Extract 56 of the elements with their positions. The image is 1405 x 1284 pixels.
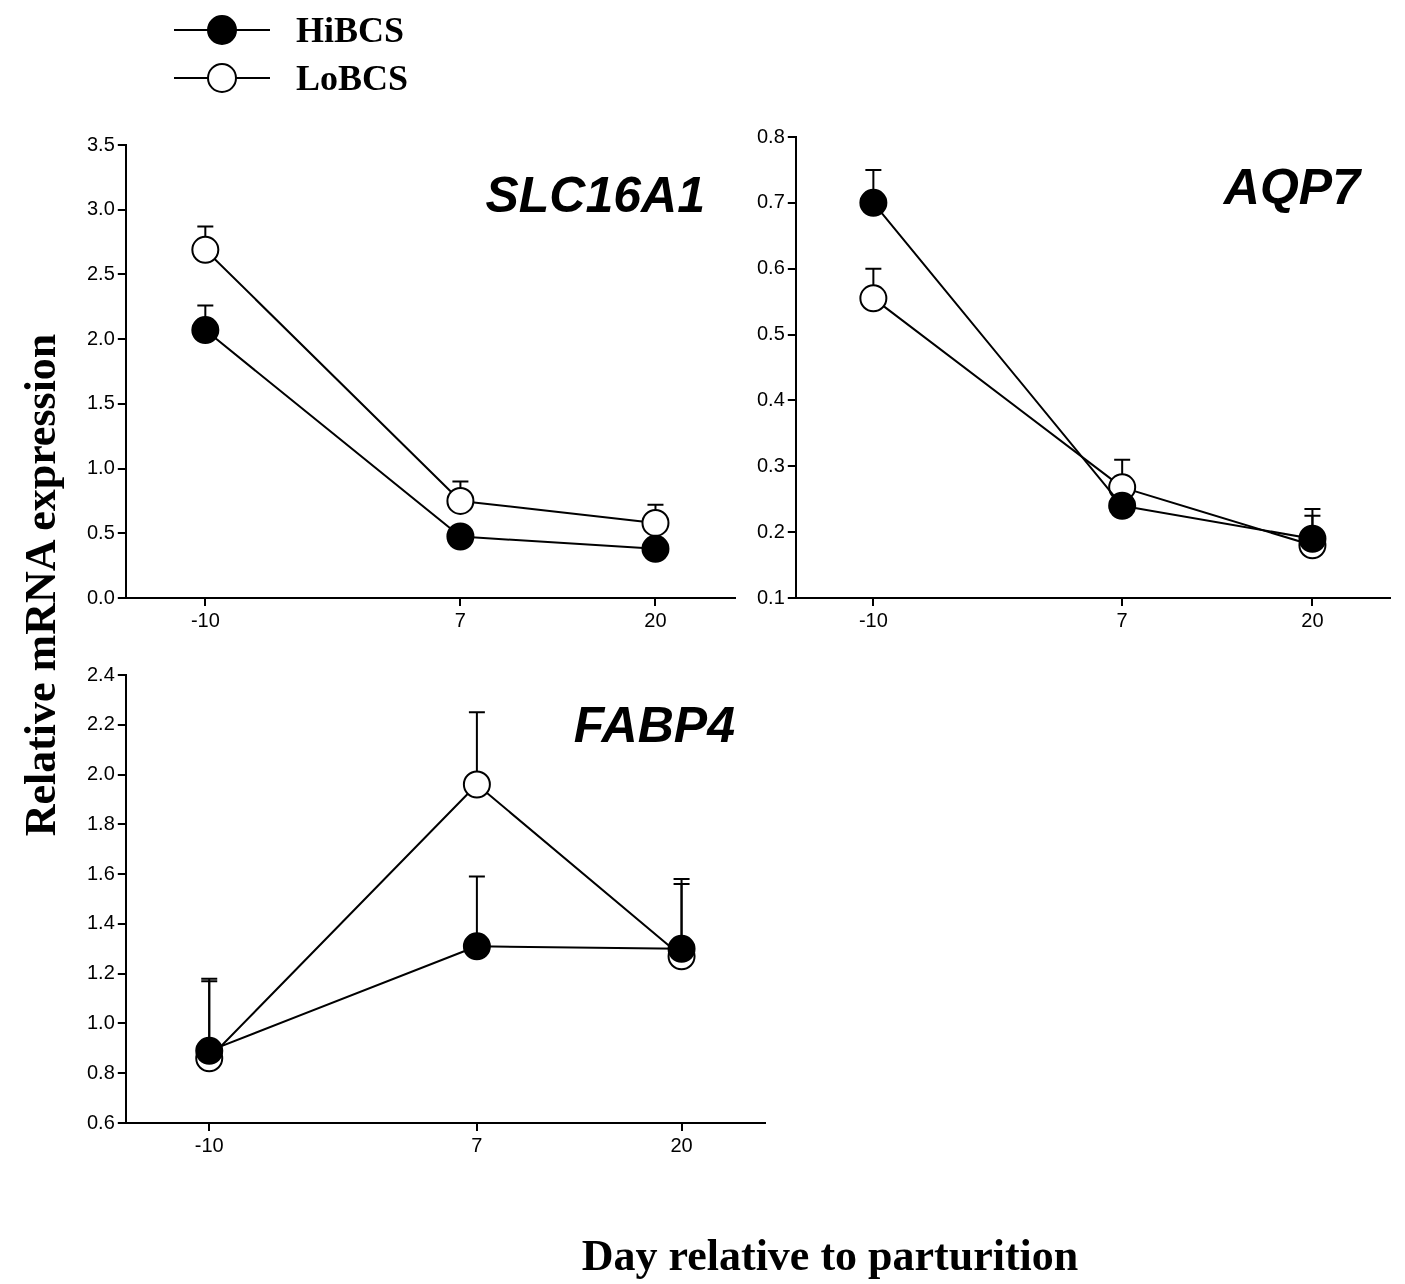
y-tick-label: 1.8 — [86, 811, 115, 834]
y-tick-label: 0.0 — [86, 585, 115, 608]
y-tick-label: 0.8 — [756, 124, 785, 147]
y-axis-title: Relative mRNA expression — [14, 333, 66, 837]
y-tick-label: 0.8 — [86, 1060, 115, 1083]
x-tick-label: -10 — [194, 1133, 224, 1156]
y-tick-label: 0.6 — [86, 1110, 115, 1133]
chart-title: AQP7 — [1221, 158, 1363, 215]
legend-label: HiBCS — [296, 9, 405, 51]
y-tick-label: 2.2 — [86, 712, 115, 735]
y-tick-label: 2.0 — [86, 326, 115, 349]
x-tick-label: 20 — [644, 608, 667, 631]
x-tick-label: 7 — [1116, 608, 1128, 631]
y-tick-label: 3.0 — [86, 197, 115, 220]
point — [462, 932, 491, 961]
point — [191, 316, 220, 345]
point — [859, 284, 888, 313]
y-tick-label: 2.0 — [86, 762, 115, 785]
y-tick-label: 0.4 — [756, 387, 785, 410]
y-tick-label: 0.3 — [756, 453, 785, 476]
x-tick-label: -10 — [190, 608, 220, 631]
y-tick-label: 1.2 — [86, 961, 115, 984]
y-tick-label: 0.7 — [756, 190, 785, 213]
chart-title: SLC16A1 — [485, 166, 705, 223]
y-tick-label: 1.4 — [86, 911, 115, 934]
y-tick-label: 0.5 — [756, 322, 785, 345]
x-tick-label: 20 — [1301, 608, 1324, 631]
point — [641, 534, 670, 563]
point — [1298, 524, 1327, 553]
legend-label: LoBCS — [296, 57, 409, 99]
point — [191, 235, 220, 264]
point — [462, 770, 491, 799]
x-tick-label: -10 — [858, 608, 888, 631]
point — [446, 486, 475, 515]
y-tick-label: 0.5 — [86, 520, 115, 543]
y-tick-label: 2.5 — [86, 261, 115, 284]
point — [1108, 491, 1137, 520]
y-tick-label: 1.0 — [86, 1010, 115, 1033]
point — [195, 1036, 224, 1065]
point — [446, 522, 475, 551]
x-tick-label: 7 — [471, 1133, 483, 1156]
x-axis-title: Day relative to parturition — [581, 1229, 1079, 1281]
chart-title: FABP4 — [573, 696, 735, 753]
x-tick-label: 7 — [454, 608, 466, 631]
y-tick-label: 0.1 — [756, 585, 785, 608]
y-tick-label: 3.5 — [86, 132, 115, 155]
point — [667, 934, 696, 963]
x-tick-label: 20 — [670, 1133, 693, 1156]
y-tick-label: 2.4 — [86, 662, 115, 685]
y-tick-label: 0.2 — [756, 519, 785, 542]
y-tick-label: 1.6 — [86, 861, 115, 884]
point — [641, 508, 670, 537]
y-tick-label: 1.5 — [86, 391, 115, 414]
y-tick-label: 1.0 — [86, 456, 115, 479]
y-tick-label: 0.6 — [756, 256, 785, 279]
point — [859, 188, 888, 217]
